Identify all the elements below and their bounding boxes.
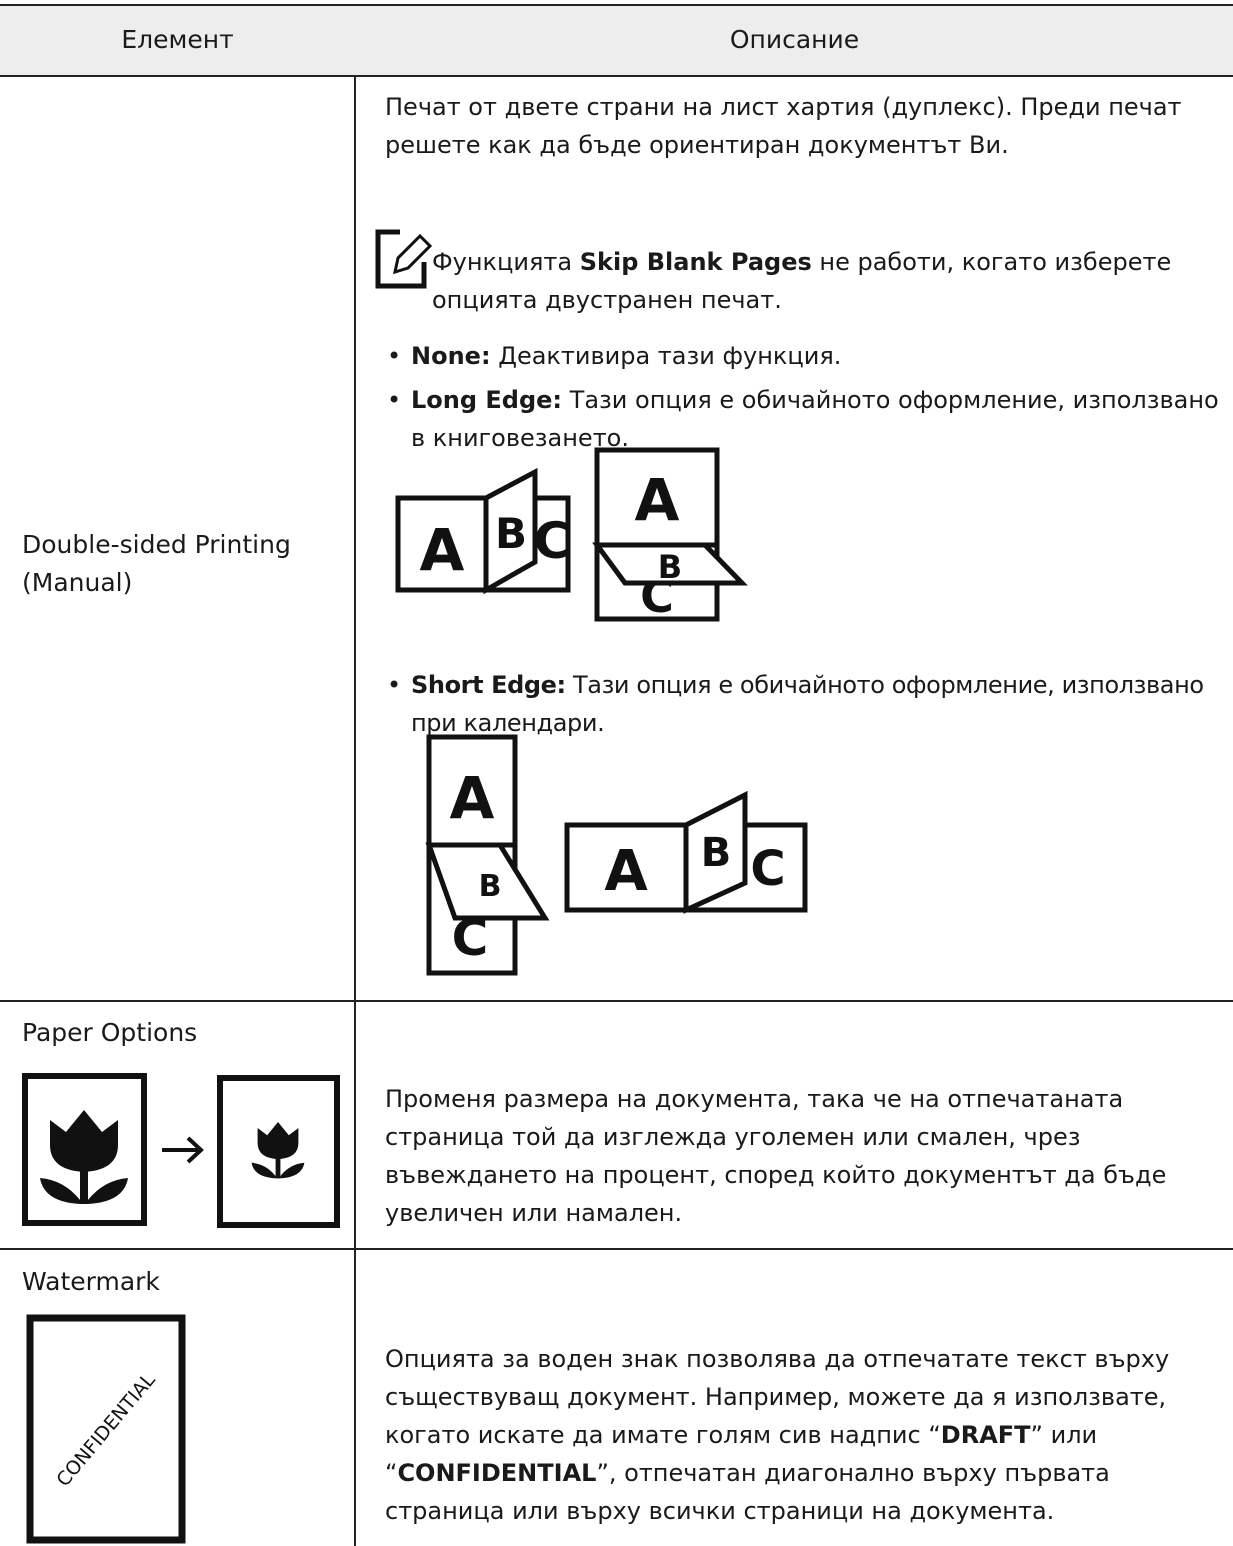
option: None: Деактивира тази функция.: [385, 337, 1225, 375]
note: Функцията Skip Blank Pages не работи, ко…: [432, 243, 1222, 319]
option-text: Тази опция е обичайното оформление, изпо…: [411, 671, 1204, 737]
paragraph: Променя размера на документа, така че на…: [385, 1085, 1167, 1227]
illustration-letter: B: [479, 869, 502, 904]
paragraph: Опцията за воден знак позволява да отпеч…: [385, 1340, 1215, 1530]
paragraph: Печат от двете страни на лист хартия (ду…: [385, 93, 1182, 159]
header-cell: Елемент: [121, 25, 234, 54]
option: Short Edge: Тази опция е обичайното офор…: [385, 666, 1225, 742]
illustration-letter: A: [420, 516, 465, 584]
short-edge-illustration: A C B: [564, 790, 808, 914]
illustration-letter: A: [604, 839, 648, 904]
text: ”, отпечатан диагонално върху първата ст…: [385, 1459, 1110, 1525]
text: Функцията: [432, 248, 580, 276]
scale-icon: [22, 1073, 340, 1228]
illustration-letter: B: [495, 509, 527, 558]
element-label: Watermark: [22, 1267, 160, 1296]
header-cell: Описание: [729, 25, 860, 54]
illustration-letter: C: [534, 512, 571, 570]
option-term: None:: [411, 342, 491, 370]
element-label: Double-sided Printing (Manual): [22, 530, 291, 597]
short-edge-illustration: A C B: [425, 734, 550, 976]
header-background: [0, 5, 1233, 75]
rule: [0, 75, 1233, 77]
text: не работи, когато изберете опцията двуст…: [432, 248, 1172, 314]
option: Long Edge: Тази опция е обичайното оформ…: [385, 381, 1225, 457]
bold-text: Skip Blank Pages: [579, 248, 812, 276]
rule: [0, 1248, 1233, 1250]
illustration-letter: B: [658, 548, 682, 586]
illustration-letter: C: [750, 841, 785, 897]
rule: [0, 1000, 1233, 1002]
long-edge-illustration: A B C: [395, 467, 571, 595]
watermark-text: CONFIDENTIAL: [52, 1369, 160, 1491]
column-divider: [354, 76, 356, 1546]
long-edge-illustration: A C B: [592, 447, 748, 623]
option-text: Тази опция е обичайното оформление, изпо…: [411, 386, 1219, 452]
illustration-letter: A: [635, 466, 680, 534]
text: ” или “: [385, 1421, 1098, 1487]
option-list: None: Деактивира тази функция. Long Edge…: [385, 337, 1225, 463]
note-icon: [375, 229, 433, 289]
illustration-letter: A: [450, 764, 495, 832]
option-term: Short Edge:: [411, 671, 566, 699]
bold-text: CONFIDENTIAL: [397, 1459, 597, 1487]
illustration-letter: B: [701, 830, 732, 876]
bold-text: DRAFT: [940, 1421, 1031, 1449]
text: Опцията за воден знак позволява да отпеч…: [385, 1345, 1170, 1449]
rule: [0, 4, 1233, 6]
element-label: Paper Options: [22, 1018, 198, 1047]
option-text: Деактивира тази функция.: [498, 342, 842, 370]
option-list: Short Edge: Тази опция е обичайното офор…: [385, 666, 1225, 748]
watermark-icon: CONFIDENTIAL: [26, 1314, 186, 1544]
option-term: Long Edge:: [411, 386, 563, 414]
